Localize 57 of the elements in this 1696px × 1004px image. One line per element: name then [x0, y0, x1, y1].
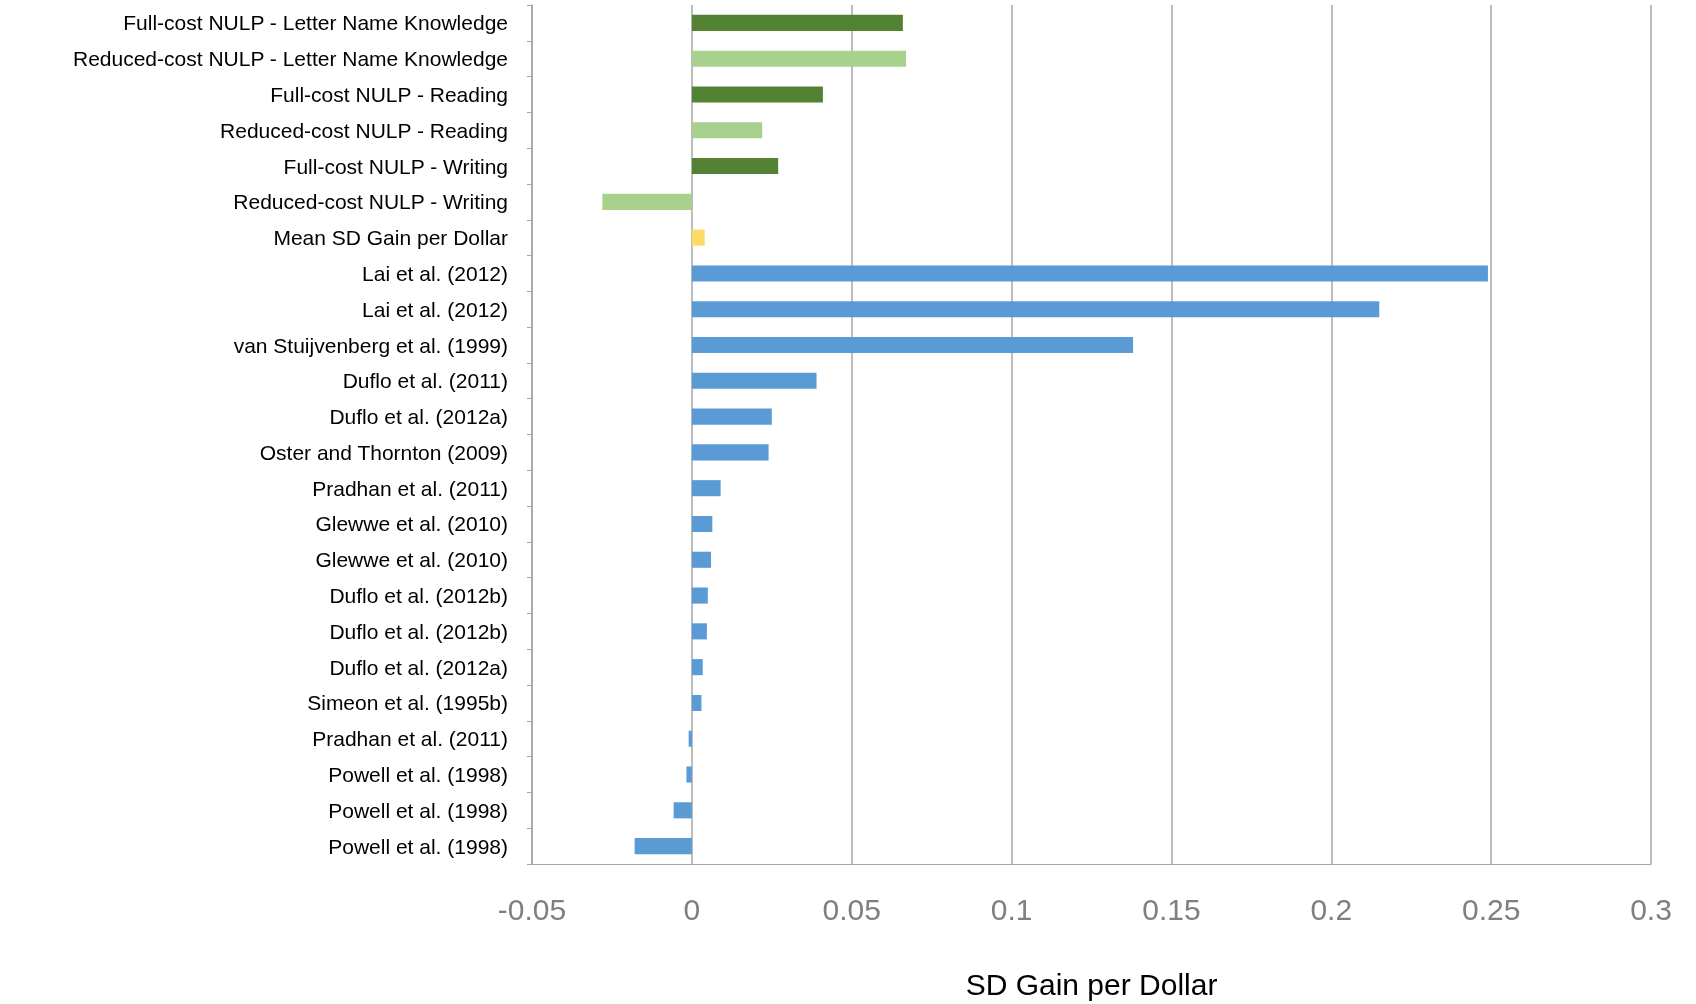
y-tick-label: Lai et al. (2012) — [362, 297, 508, 321]
y-tick-label: Powell et al. (1998) — [328, 834, 508, 858]
y-tick-label: Duflo et al. (2012b) — [329, 619, 508, 643]
y-tick-label: Glewwe et al. (2010) — [315, 512, 508, 536]
bar — [691, 515, 713, 533]
y-tick-label: Pradhan et al. (2011) — [312, 476, 508, 500]
x-tick-label: 0.3 — [1630, 892, 1672, 926]
bar — [691, 301, 1380, 318]
bar — [691, 336, 1134, 354]
y-tick-label: Full-cost NULP - Reading — [270, 82, 508, 106]
bar — [602, 193, 692, 210]
y-tick-label: Lai et al. (2012) — [362, 261, 508, 285]
x-tick-label: 0 — [683, 892, 701, 926]
bar — [691, 587, 708, 604]
x-tick-label: 0.1 — [990, 892, 1033, 926]
y-tick-label: Reduced-cost NULP - Reading — [220, 118, 508, 142]
bar — [691, 408, 772, 425]
bar — [691, 14, 903, 31]
y-tick-label: van Stuijvenberg et al. (1999) — [233, 333, 508, 357]
y-tick-label: Oster and Thornton (2009) — [259, 440, 508, 464]
x-tick-label: 0.2 — [1310, 892, 1353, 926]
y-tick-label: Powell et al. (1998) — [328, 798, 508, 822]
y-tick-label: Full-cost NULP - Letter Name Knowledge — [123, 11, 508, 35]
y-tick-label: Reduced-cost NULP - Letter Name Knowledge — [72, 47, 508, 71]
y-tick-label: Duflo et al. (2012b) — [329, 584, 508, 608]
y-tick-label: Full-cost NULP - Writing — [283, 154, 508, 178]
bar — [691, 265, 1488, 282]
x-tick-label: -0.05 — [497, 892, 567, 926]
bar — [688, 730, 692, 747]
y-tick-label: Powell et al. (1998) — [328, 763, 508, 787]
x-axis-title: SD Gain per Dollar — [965, 967, 1218, 1001]
y-tick-label: Glewwe et al. (2010) — [315, 548, 508, 572]
bar — [691, 694, 702, 711]
bar — [691, 229, 705, 246]
bar — [691, 158, 779, 175]
y-tick-label: Reduced-cost NULP - Writing — [233, 190, 508, 214]
y-tick-label: Duflo et al. (2012a) — [329, 655, 508, 679]
bar — [686, 766, 692, 783]
bar — [691, 659, 703, 676]
bar — [691, 444, 769, 461]
bar — [691, 372, 817, 389]
bar — [673, 802, 692, 819]
y-tick-label: Mean SD Gain per Dollar — [273, 226, 508, 250]
y-tick-label: Duflo et al. (2011) — [342, 369, 508, 393]
bar — [691, 122, 763, 139]
y-tick-label: Simeon et al. (1995b) — [307, 691, 508, 715]
bar — [691, 50, 907, 67]
bar — [691, 551, 712, 568]
x-tick-label: 0.05 — [822, 892, 881, 926]
bar — [691, 480, 721, 497]
y-tick-label: Pradhan et al. (2011) — [312, 727, 508, 751]
x-tick-label: 0.25 — [1461, 892, 1521, 926]
bar — [691, 86, 823, 103]
y-tick-label: Duflo et al. (2012a) — [329, 405, 508, 429]
bar — [691, 623, 707, 640]
bar — [634, 838, 692, 855]
x-tick-label: 0.15 — [1142, 892, 1201, 926]
